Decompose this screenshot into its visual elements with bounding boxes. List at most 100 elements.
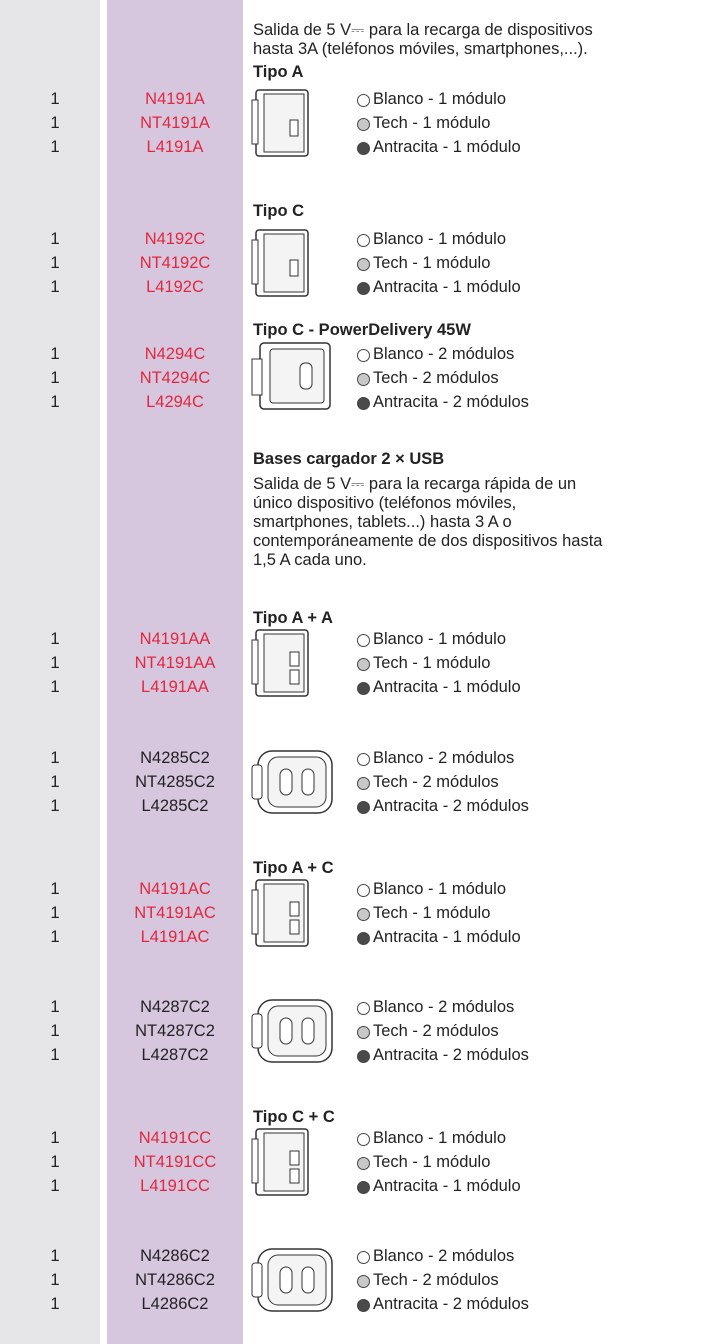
- product-code: L4191AC: [140, 928, 210, 946]
- product-image: [251, 879, 309, 947]
- product-code: L4191A: [146, 138, 204, 156]
- quantity: 1: [50, 630, 60, 648]
- product-code: NT4191A: [140, 114, 210, 132]
- quantity: 1: [50, 278, 60, 296]
- quantity: 1: [50, 1247, 60, 1265]
- variant-label: Antracita - 1 módulo: [373, 278, 521, 296]
- code-column: [107, 0, 243, 1344]
- product-code: L4285C2: [141, 797, 209, 815]
- product-code: L4294C: [146, 393, 204, 411]
- section-heading: Tipo C - PowerDelivery 45W: [253, 321, 471, 339]
- quantity: 1: [50, 1022, 60, 1040]
- product-image: [251, 999, 333, 1063]
- variant-label: Antracita - 1 módulo: [373, 928, 521, 946]
- quantity: 1: [50, 114, 60, 132]
- note-line: único dispositivo (teléfonos móviles,: [253, 494, 517, 512]
- variant-label: Tech - 2 módulos: [373, 369, 499, 387]
- variant-label: Antracita - 1 módulo: [373, 678, 521, 696]
- finish-dot: [357, 1251, 370, 1264]
- product-image: [251, 342, 331, 410]
- product-code: NT4287C2: [135, 1022, 215, 1040]
- product-code: NT4192C: [139, 254, 211, 272]
- quantity: 1: [50, 654, 60, 672]
- variant-label: Antracita - 2 módulos: [373, 797, 529, 815]
- finish-dot: [357, 1275, 370, 1288]
- product-code: NT4191CC: [133, 1153, 217, 1171]
- quantity: 1: [50, 1129, 60, 1147]
- finish-dot: [357, 1299, 370, 1312]
- product-image: [251, 1248, 333, 1312]
- variant-label: Tech - 1 módulo: [373, 254, 491, 272]
- variant-label: Blanco - 1 módulo: [373, 1129, 506, 1147]
- note-line: smartphones, tablets...) hasta 3 A o: [253, 513, 512, 531]
- finish-dot: [357, 258, 370, 271]
- finish-dot: [357, 118, 370, 131]
- note-line: Salida de 5 V⎓ para la recarga rápida de…: [253, 475, 577, 493]
- variant-label: Antracita - 2 módulos: [373, 393, 529, 411]
- product-code: NT4285C2: [135, 773, 215, 791]
- finish-dot: [357, 682, 370, 695]
- variant-label: Tech - 1 módulo: [373, 904, 491, 922]
- variant-label: Blanco - 2 módulos: [373, 345, 515, 363]
- variant-label: Tech - 2 módulos: [373, 1022, 499, 1040]
- finish-dot: [357, 94, 370, 107]
- product-code: N4287C2: [140, 998, 210, 1016]
- quantity: 1: [50, 773, 60, 791]
- section-heading: Tipo A + C: [253, 859, 334, 877]
- finish-dot: [357, 777, 370, 790]
- section-heading: Bases cargador 2 × USB: [253, 450, 445, 468]
- variant-label: Blanco - 2 módulos: [373, 1247, 515, 1265]
- quantity: 1: [50, 749, 60, 767]
- quantity: 1: [50, 369, 60, 387]
- product-code: N4191A: [145, 90, 205, 108]
- quantity: 1: [50, 904, 60, 922]
- section-heading: Tipo C: [253, 202, 305, 220]
- quantity: 1: [50, 928, 60, 946]
- finish-dot: [357, 884, 370, 897]
- finish-dot: [357, 1133, 370, 1146]
- finish-dot: [357, 658, 370, 671]
- finish-dot: [357, 753, 370, 766]
- product-code: L4191AA: [141, 678, 209, 696]
- product-code: NT4286C2: [135, 1271, 215, 1289]
- product-code: L4192C: [146, 278, 204, 296]
- variant-label: Blanco - 2 módulos: [373, 998, 515, 1016]
- quantity: 1: [50, 678, 60, 696]
- note-line: 1,5 A cada uno.: [253, 551, 367, 569]
- finish-dot: [357, 1157, 370, 1170]
- product-code: N4286C2: [140, 1247, 210, 1265]
- quantity: 1: [50, 254, 60, 272]
- product-image: [251, 1128, 309, 1196]
- finish-dot: [357, 1002, 370, 1015]
- finish-dot: [357, 397, 370, 410]
- finish-dot: [357, 142, 370, 155]
- intro-line: Salida de 5 V⎓ para la recarga de dispos…: [253, 21, 593, 39]
- quantity-column: [0, 0, 100, 1344]
- quantity: 1: [50, 393, 60, 411]
- section-heading: Tipo A: [253, 63, 304, 81]
- finish-dot: [357, 932, 370, 945]
- product-image: [251, 89, 309, 157]
- section-heading: Tipo C + C: [253, 1108, 335, 1126]
- finish-dot: [357, 908, 370, 921]
- quantity: 1: [50, 1295, 60, 1313]
- variant-label: Blanco - 1 módulo: [373, 630, 506, 648]
- product-code: N4191AC: [139, 880, 211, 898]
- variant-label: Tech - 2 módulos: [373, 1271, 499, 1289]
- product-code: NT4294C: [139, 369, 211, 387]
- finish-dot: [357, 801, 370, 814]
- quantity: 1: [50, 998, 60, 1016]
- variant-label: Antracita - 1 módulo: [373, 1177, 521, 1195]
- finish-dot: [357, 282, 370, 295]
- product-image: [251, 750, 333, 814]
- finish-dot: [357, 349, 370, 362]
- product-code: L4286C2: [141, 1295, 209, 1313]
- intro-line: hasta 3A (teléfonos móviles, smartphones…: [253, 40, 588, 58]
- variant-label: Tech - 1 módulo: [373, 114, 491, 132]
- product-code: N4294C: [144, 345, 206, 363]
- quantity: 1: [50, 1271, 60, 1289]
- quantity: 1: [50, 138, 60, 156]
- product-image: [251, 229, 309, 297]
- variant-label: Antracita - 2 módulos: [373, 1046, 529, 1064]
- variant-label: Tech - 2 módulos: [373, 773, 499, 791]
